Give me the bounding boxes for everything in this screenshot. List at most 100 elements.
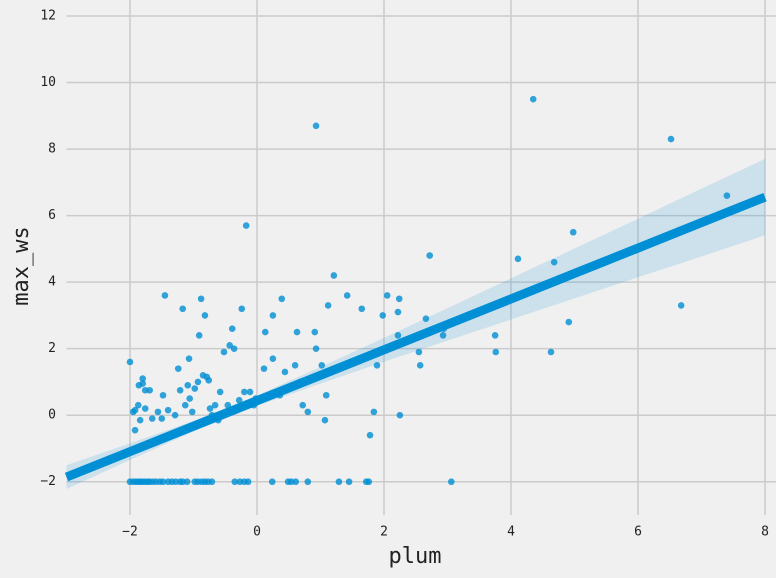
point [335, 478, 343, 486]
point [677, 302, 685, 309]
point [366, 431, 374, 439]
point [139, 375, 146, 382]
point [134, 401, 142, 409]
point [208, 478, 216, 486]
y-tick-label: −2 [40, 474, 56, 489]
point [148, 415, 156, 422]
point [491, 332, 499, 339]
point [448, 478, 455, 486]
point [261, 328, 269, 336]
point [231, 478, 239, 486]
point [184, 381, 192, 389]
point [220, 348, 228, 356]
y-tick-label: 12 [40, 9, 56, 24]
y-tick-label: 6 [48, 208, 56, 223]
y-tick-label: 8 [48, 142, 56, 157]
x-tick-label: 0 [253, 525, 261, 540]
point [183, 478, 191, 486]
point [260, 365, 268, 372]
point [324, 302, 332, 309]
point [281, 368, 289, 376]
point [235, 396, 243, 404]
point [241, 388, 248, 396]
y-tick-label: 4 [48, 275, 56, 290]
point [318, 362, 326, 369]
point [186, 395, 193, 402]
x-axis-label: plum [389, 544, 442, 569]
point [358, 305, 366, 313]
point [291, 362, 299, 369]
point [141, 386, 149, 394]
point [312, 345, 320, 352]
point [205, 376, 213, 384]
point [154, 408, 162, 416]
point [216, 388, 224, 396]
point [141, 405, 149, 412]
point [206, 405, 214, 412]
point [569, 228, 577, 236]
point [211, 401, 219, 409]
point [126, 358, 134, 366]
point [159, 391, 167, 399]
point [179, 305, 187, 313]
x-tick-label: −2 [122, 525, 138, 540]
point [224, 401, 232, 409]
point [135, 381, 143, 389]
point [176, 386, 184, 394]
point [194, 378, 202, 386]
point [159, 478, 167, 486]
point [529, 95, 537, 103]
y-tick-label: 0 [48, 408, 56, 423]
point [244, 478, 252, 486]
point [293, 328, 301, 336]
point [269, 355, 277, 362]
point [550, 258, 558, 266]
point [370, 408, 378, 416]
point [195, 332, 203, 339]
point [171, 411, 179, 419]
y-tick-label: 10 [40, 75, 56, 90]
point [201, 312, 209, 319]
point [667, 135, 675, 143]
x-tick-label: 6 [634, 525, 642, 540]
point [547, 348, 555, 356]
point [415, 348, 423, 356]
point [242, 222, 250, 229]
x-tick-label: 2 [380, 525, 388, 540]
point [422, 315, 430, 323]
point [197, 295, 205, 303]
x-tick-label: 8 [761, 525, 769, 540]
point [161, 292, 169, 299]
y-tick-label: 2 [48, 341, 56, 356]
point [304, 478, 312, 486]
point [312, 122, 320, 130]
point [238, 305, 246, 313]
point [383, 292, 391, 299]
point [330, 272, 338, 279]
point [230, 345, 238, 352]
x-tick-label: 4 [507, 525, 515, 540]
point [322, 391, 330, 399]
point [426, 252, 434, 259]
fit-layer [64, 192, 767, 482]
point [723, 192, 731, 199]
point [228, 325, 236, 333]
point [439, 332, 447, 339]
point [299, 401, 307, 409]
point [373, 362, 381, 369]
point [492, 348, 500, 356]
point [394, 308, 402, 316]
point [158, 415, 166, 422]
point [185, 355, 193, 362]
point [365, 478, 373, 486]
point [343, 292, 351, 299]
point [164, 406, 172, 414]
point [514, 255, 522, 263]
labels: −2 0 2 4 6 8 −2 0 2 4 6 8 10 12 [40, 9, 769, 540]
points-layer [126, 95, 731, 486]
point [268, 478, 276, 486]
point [396, 411, 404, 419]
point [379, 312, 387, 319]
